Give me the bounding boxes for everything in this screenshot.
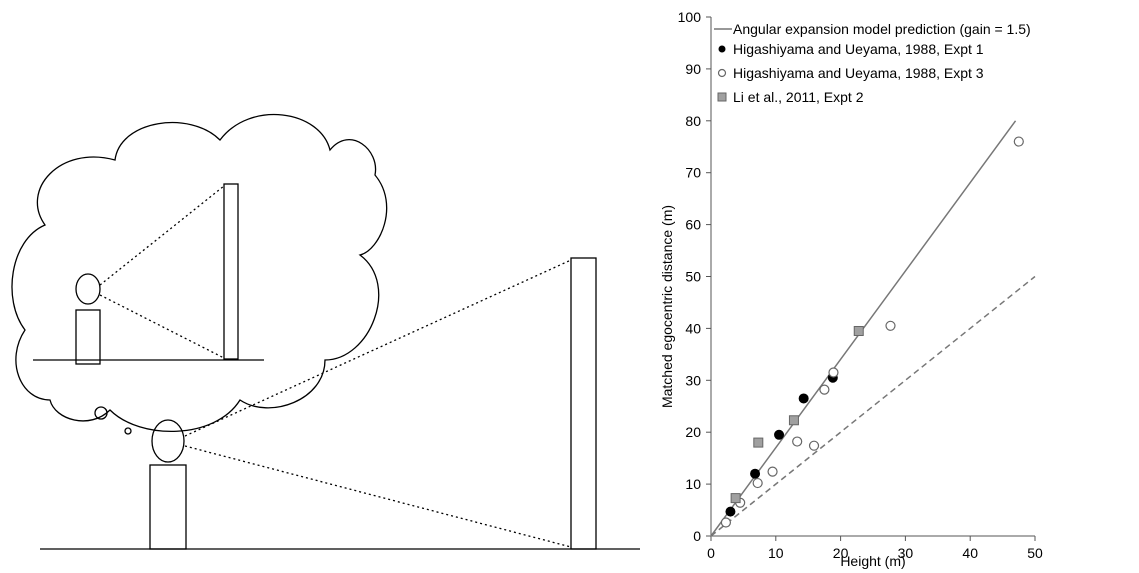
sight-line-bottom — [184, 445, 572, 548]
y-tick-label: 70 — [685, 165, 701, 181]
y-axis-title: Matched egocentric distance (m) — [659, 205, 675, 408]
imagined-sight-line-top — [99, 185, 225, 286]
x-tick-label: 40 — [962, 545, 978, 561]
imagined-pole — [223, 183, 239, 360]
legend-marker-expt3 — [717, 68, 727, 78]
data-point-expt1 — [798, 393, 809, 404]
observer-head — [151, 419, 185, 463]
x-tick-label: 50 — [1027, 545, 1043, 561]
thought-bubble-large — [94, 406, 108, 420]
data-point-expt1 — [725, 506, 736, 517]
data-point-expt3 — [885, 320, 896, 331]
imagined-observer-head — [75, 273, 101, 305]
y-tick-label: 40 — [685, 320, 701, 336]
x-tick-label: 0 — [707, 545, 715, 561]
data-point-expt3 — [720, 517, 732, 528]
legend-label-model: Angular expansion model prediction (gain… — [733, 21, 1031, 37]
reference-dashed-line — [710, 275, 1036, 537]
y-tick-label: 50 — [685, 269, 701, 285]
data-point-expt3 — [1013, 136, 1024, 147]
x-axis-title: Height (m) — [840, 553, 905, 569]
x-tick-label: 10 — [768, 545, 784, 561]
y-tick-label: 20 — [685, 424, 701, 440]
data-point-expt3 — [767, 466, 778, 477]
data-point-expt3 — [819, 384, 830, 395]
legend-label-series-2: Higashiyama and Ueyama, 1988, Expt 3 — [733, 65, 984, 81]
y-tick-label: 90 — [685, 61, 701, 77]
y-tick-label: 100 — [678, 9, 702, 25]
data-point-li2011 — [788, 415, 799, 426]
thought-bubble-small — [124, 427, 132, 435]
y-tick-label: 30 — [685, 372, 701, 388]
observer-body — [149, 464, 187, 550]
legend-label-series-3: Li et al., 2011, Expt 2 — [733, 89, 864, 105]
y-tick-label: 10 — [685, 476, 701, 492]
perception-illustration — [11, 113, 640, 550]
data-point-li2011 — [730, 493, 741, 504]
sight-line-top — [184, 259, 572, 437]
y-tick-label: 60 — [685, 217, 701, 233]
x-tick-label: 20 — [833, 545, 849, 561]
legend-label-series-1: Higashiyama and Ueyama, 1988, Expt 1 — [733, 41, 984, 57]
data-point-expt1 — [774, 429, 785, 440]
legend-marker-expt1 — [718, 45, 726, 53]
data-point-li2011 — [853, 325, 864, 336]
x-tick-label: 30 — [898, 545, 914, 561]
y-tick-label: 80 — [685, 113, 701, 129]
imagined-observer-body — [75, 309, 101, 365]
data-point-expt1 — [750, 468, 761, 479]
pole — [570, 257, 597, 550]
data-point-expt3 — [828, 367, 839, 378]
imagined-sight-line-bottom — [99, 294, 225, 359]
data-point-li2011 — [753, 437, 764, 448]
y-tick-label: 0 — [693, 528, 701, 544]
data-point-expt3 — [808, 440, 820, 451]
data-point-expt3 — [752, 477, 763, 489]
thought-cloud — [11, 113, 388, 433]
legend-marker-li2011 — [717, 92, 727, 102]
data-point-expt3 — [792, 436, 803, 447]
